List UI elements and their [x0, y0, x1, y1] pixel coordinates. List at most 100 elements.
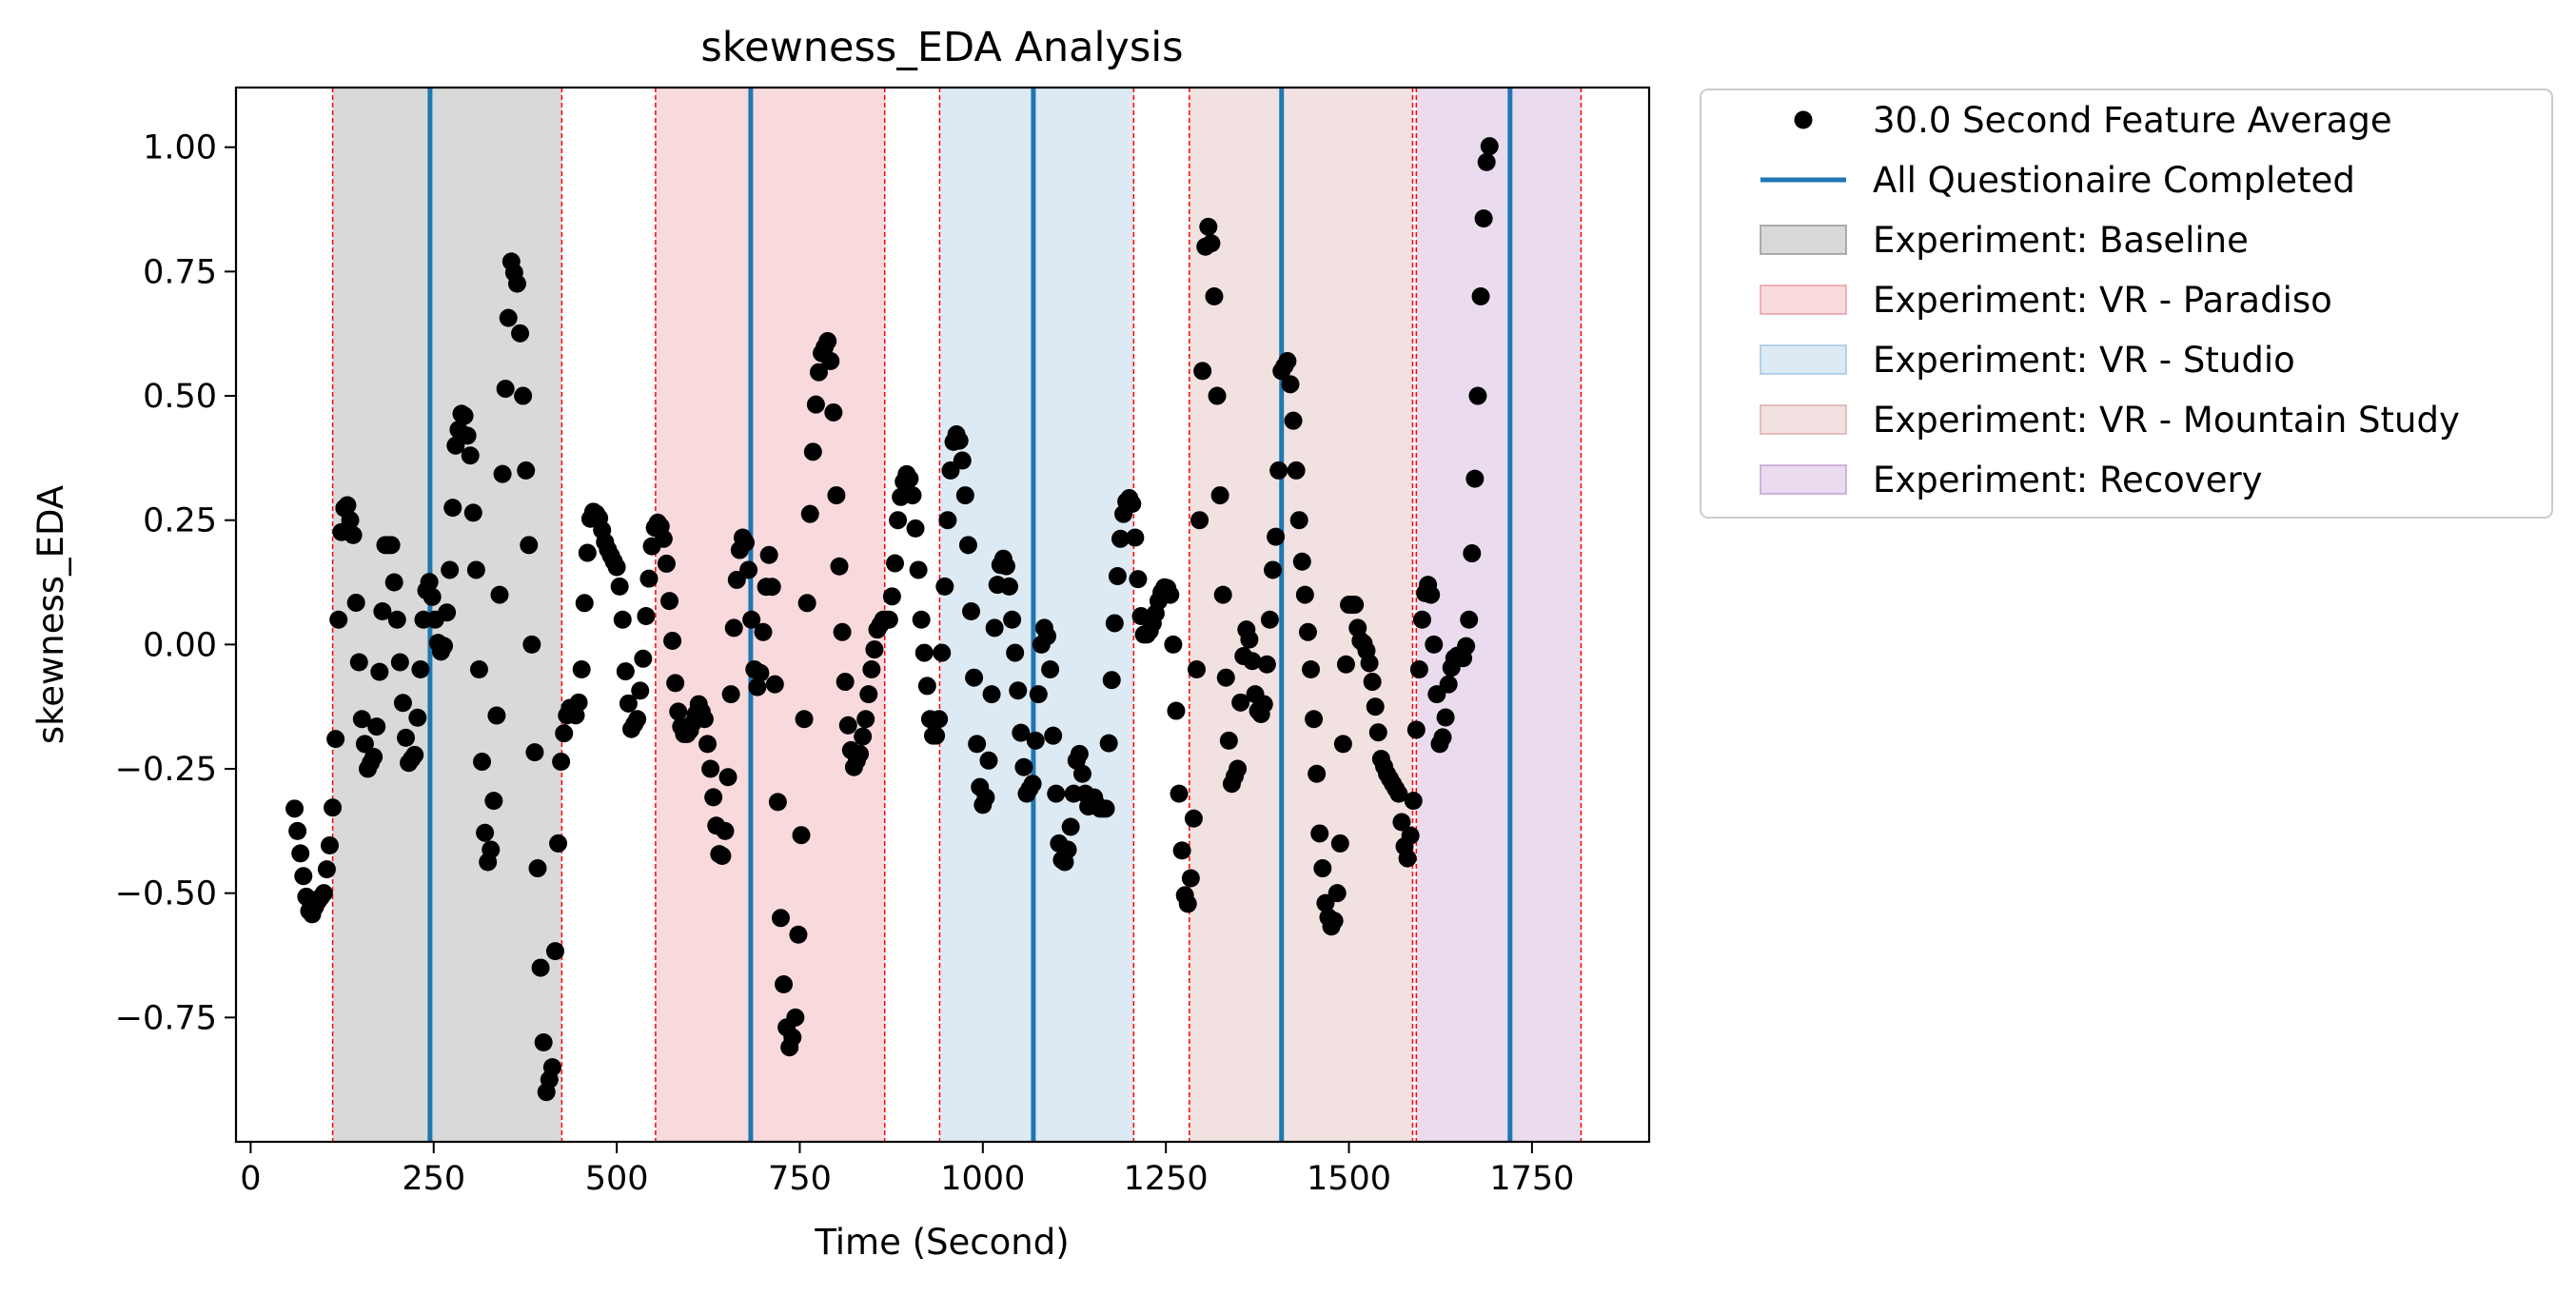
data-point-174 — [795, 710, 814, 729]
data-point-346 — [1298, 622, 1317, 641]
data-point-36 — [390, 653, 409, 672]
data-point-3 — [294, 867, 313, 886]
data-point-41 — [405, 745, 424, 764]
data-point-268 — [1070, 744, 1089, 763]
data-point-258 — [1041, 659, 1060, 678]
data-point-143 — [704, 788, 723, 807]
data-point-204 — [882, 587, 901, 606]
data-point-38 — [397, 728, 416, 747]
data-point-183 — [821, 351, 840, 370]
data-point-84 — [531, 958, 550, 977]
data-point-59 — [458, 426, 477, 445]
data-point-82 — [525, 743, 544, 762]
data-point-388 — [1422, 585, 1441, 604]
data-point-33 — [382, 536, 401, 555]
data-point-167 — [775, 974, 794, 993]
region-4 — [1416, 88, 1582, 1142]
data-point-362 — [1346, 596, 1365, 615]
data-point-184 — [824, 402, 843, 422]
data-point-158 — [748, 677, 767, 697]
data-point-165 — [768, 793, 787, 812]
data-point-254 — [1029, 685, 1048, 704]
data-point-141 — [698, 735, 718, 754]
data-point-316 — [1210, 486, 1229, 505]
data-point-142 — [701, 759, 720, 778]
data-point-148 — [718, 768, 737, 787]
data-point-213 — [909, 560, 928, 579]
data-point-61 — [463, 503, 482, 522]
data-point-110 — [607, 558, 626, 577]
data-point-288 — [1129, 570, 1148, 589]
data-point-193 — [851, 744, 870, 763]
x-tick-label-1: 250 — [402, 1160, 465, 1198]
data-point-65 — [476, 823, 495, 842]
data-point-314 — [1205, 287, 1224, 306]
data-point-400 — [1457, 637, 1476, 656]
data-point-313 — [1202, 234, 1221, 253]
data-point-162 — [759, 545, 778, 564]
data-point-216 — [917, 677, 936, 696]
data-point-89 — [545, 942, 564, 961]
data-point-334 — [1264, 560, 1283, 579]
data-point-130 — [666, 674, 685, 693]
data-point-196 — [859, 685, 878, 704]
data-point-194 — [854, 727, 873, 746]
data-point-58 — [455, 406, 474, 425]
legend-label-2: Experiment: Baseline — [1873, 220, 2249, 261]
data-point-243 — [996, 557, 1015, 576]
data-point-51 — [435, 637, 454, 656]
y-tick-label-4: 0.25 — [143, 502, 217, 540]
data-point-315 — [1208, 386, 1227, 405]
data-point-222 — [935, 577, 954, 596]
data-point-392 — [1433, 728, 1452, 747]
legend-label-1: All Questionaire Completed — [1873, 160, 2355, 201]
data-point-206 — [889, 511, 908, 530]
data-point-188 — [836, 673, 855, 692]
data-point-177 — [803, 442, 822, 461]
data-point-407 — [1477, 152, 1496, 171]
legend-marker-point — [1794, 110, 1813, 129]
data-point-280 — [1105, 614, 1124, 633]
data-point-67 — [482, 840, 501, 859]
legend-marker-patch — [1760, 285, 1847, 315]
data-point-23 — [352, 710, 371, 729]
legend-label-4: Experiment: VR - Studio — [1873, 340, 2295, 381]
data-point-195 — [856, 710, 875, 729]
data-point-305 — [1178, 894, 1197, 913]
y-tick-label-0: −0.75 — [115, 999, 217, 1037]
data-point-88 — [542, 1058, 561, 1077]
y-tick-label-7: 1.00 — [143, 129, 217, 167]
y-axis-label: skewness_EDA — [30, 485, 71, 744]
data-point-203 — [879, 610, 898, 629]
data-point-219 — [927, 726, 946, 745]
data-point-159 — [751, 663, 770, 682]
data-point-336 — [1269, 461, 1288, 480]
data-point-281 — [1108, 566, 1127, 585]
legend-label-6: Experiment: Recovery — [1873, 460, 2263, 500]
data-point-70 — [490, 585, 509, 604]
data-point-30 — [373, 602, 392, 621]
data-point-306 — [1181, 869, 1200, 888]
data-point-205 — [885, 554, 904, 573]
data-point-382 — [1404, 792, 1423, 811]
data-point-73 — [499, 308, 518, 327]
data-point-34 — [384, 573, 403, 592]
data-point-300 — [1164, 635, 1183, 654]
data-point-72 — [496, 380, 515, 399]
legend-marker-patch — [1760, 344, 1847, 375]
data-point-179 — [809, 363, 828, 382]
data-point-335 — [1267, 527, 1286, 546]
data-point-237 — [979, 751, 998, 770]
legend-marker-patch — [1760, 464, 1847, 495]
legend-entry-4: Experiment: VR - Studio — [1760, 340, 2295, 381]
data-point-46 — [420, 573, 439, 592]
data-point-408 — [1480, 137, 1499, 156]
data-point-113 — [616, 662, 635, 681]
data-point-120 — [637, 606, 656, 625]
data-point-229 — [955, 486, 974, 505]
data-point-264 — [1058, 840, 1077, 859]
data-point-278 — [1099, 734, 1118, 753]
x-tick-label-0: 0 — [240, 1160, 261, 1198]
data-point-54 — [443, 499, 462, 518]
data-point-303 — [1172, 841, 1191, 860]
